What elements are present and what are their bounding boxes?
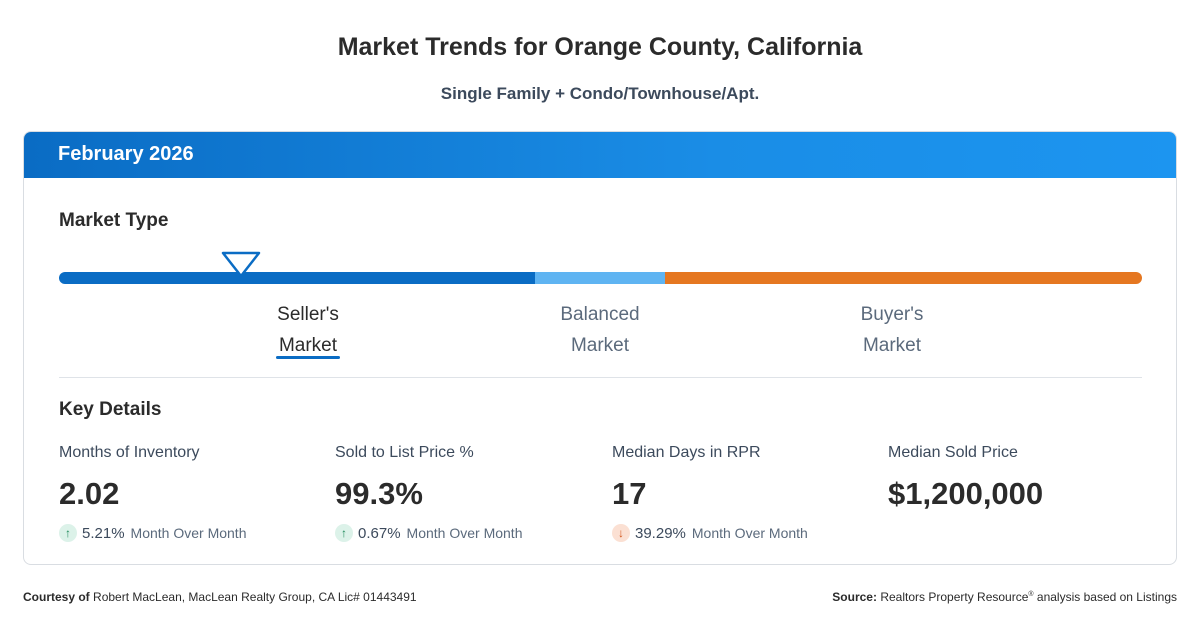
change-percent: 5.21% bbox=[82, 524, 125, 542]
page-title: Market Trends for Orange County, Califor… bbox=[337, 33, 863, 61]
period-header: February 2026 bbox=[24, 132, 1176, 178]
metric-value: 99.3% bbox=[335, 476, 423, 511]
metric-months-of-inventory: Months of Inventory 2.02 ↑ 5.21% Month O… bbox=[59, 444, 319, 542]
metric-median-sold-price: Median Sold Price $1,200,000 bbox=[888, 444, 1148, 512]
metric-value: 17 bbox=[612, 476, 647, 511]
section-divider bbox=[59, 377, 1142, 378]
courtesy-text: Robert MacLean, MacLean Realty Group, CA… bbox=[93, 590, 417, 604]
metric-sold-to-list-price: Sold to List Price % 99.3% ↑ 0.67% Month… bbox=[335, 444, 595, 542]
source-label: Source: bbox=[832, 590, 877, 604]
balanced-segment bbox=[535, 272, 665, 284]
metric-change: ↑ 0.67% Month Over Month bbox=[335, 524, 595, 542]
key-details-heading: Key Details bbox=[59, 399, 162, 420]
change-percent: 39.29% bbox=[635, 524, 686, 542]
metric-change: ↑ 5.21% Month Over Month bbox=[59, 524, 319, 542]
market-type-scale bbox=[59, 272, 1142, 284]
metric-change: ↓ 39.29% Month Over Month bbox=[612, 524, 872, 542]
change-period: Month Over Month bbox=[130, 525, 247, 541]
metric-label: Months of Inventory bbox=[59, 444, 200, 461]
change-period: Month Over Month bbox=[691, 525, 808, 541]
registered-mark: ® bbox=[1028, 591, 1034, 598]
metric-label: Sold to List Price % bbox=[335, 444, 474, 461]
arrow-down-icon: ↓ bbox=[612, 524, 630, 542]
courtesy-label: Courtesy of bbox=[23, 590, 90, 604]
page-subtitle: Single Family + Condo/Townhouse/Apt. bbox=[440, 84, 760, 103]
selected-market-underline bbox=[276, 356, 340, 359]
market-trends-card: February 2026 Market Type Seller's Marke… bbox=[23, 131, 1177, 565]
market-indicator-icon bbox=[221, 251, 261, 278]
arrow-up-icon: ↑ bbox=[59, 524, 77, 542]
metric-label: Median Sold Price bbox=[888, 444, 1018, 461]
market-type-heading: Market Type bbox=[59, 210, 169, 231]
buyer-segment bbox=[665, 272, 1142, 284]
courtesy-note: Courtesy of Robert MacLean, MacLean Real… bbox=[23, 590, 417, 604]
source-note: Source: Realtors Property Resource® anal… bbox=[832, 590, 1177, 604]
buyer-market-label: Buyer's Market bbox=[860, 304, 924, 356]
change-period: Month Over Month bbox=[406, 525, 523, 541]
balanced-market-label: Balanced Market bbox=[560, 304, 640, 356]
change-percent: 0.67% bbox=[358, 524, 401, 542]
seller-market-label: Seller's Market bbox=[277, 304, 339, 356]
metric-value: 2.02 bbox=[59, 476, 120, 511]
metric-median-days-in-rpr: Median Days in RPR 17 ↓ 39.29% Month Ove… bbox=[612, 444, 872, 542]
metric-value: $1,200,000 bbox=[888, 476, 1044, 511]
metric-label: Median Days in RPR bbox=[612, 444, 761, 461]
seller-segment bbox=[59, 272, 535, 284]
arrow-up-icon: ↑ bbox=[335, 524, 353, 542]
source-text: Realtors Property Resource bbox=[880, 590, 1029, 604]
source-text-tail: analysis based on Listings bbox=[1036, 590, 1177, 604]
